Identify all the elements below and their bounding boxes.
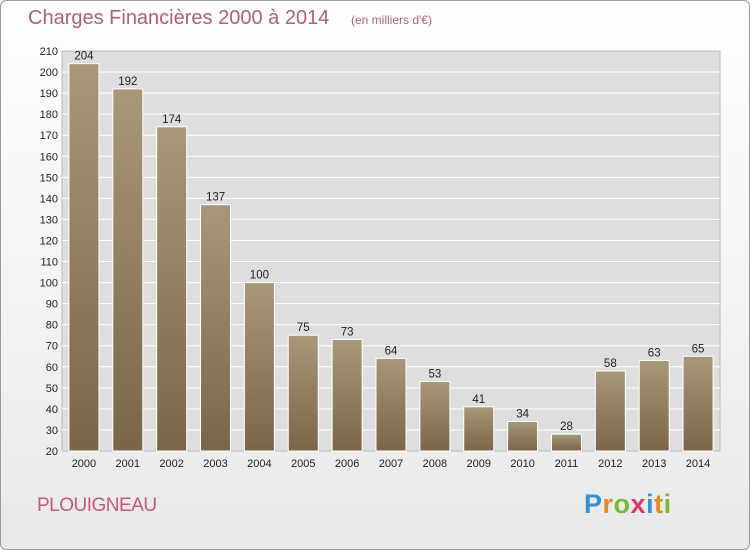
data-label-2014: 65 — [692, 343, 705, 355]
data-label-2002: 174 — [162, 114, 182, 126]
y-tick-label: 70 — [46, 341, 58, 353]
x-tick-label-2000: 2000 — [72, 458, 96, 470]
x-tick-label-2003: 2003 — [203, 458, 227, 470]
y-tick-label: 40 — [46, 404, 58, 416]
bar-2002 — [156, 126, 188, 452]
data-label-2007: 64 — [385, 345, 398, 357]
x-tick-label-2004: 2004 — [247, 458, 271, 470]
x-tick-label-2010: 2010 — [510, 458, 534, 470]
bar-2008 — [419, 381, 451, 452]
y-tick-label: 200 — [40, 67, 58, 79]
data-label-2012: 58 — [604, 358, 617, 370]
town-name: PLOUIGNEAU — [37, 495, 157, 516]
y-tick-label: 30 — [46, 425, 58, 437]
x-tick-label-2002: 2002 — [159, 458, 183, 470]
data-label-2003: 137 — [206, 192, 225, 204]
y-tick-label: 60 — [46, 362, 58, 374]
y-tick-label: 110 — [40, 257, 58, 269]
logo-letter: o — [613, 489, 631, 519]
data-label-2008: 53 — [428, 369, 441, 381]
bars — [68, 63, 714, 452]
x-tick-label-2012: 2012 — [598, 458, 622, 470]
y-tick-label: 210 — [40, 46, 58, 58]
chart-subtitle: (en milliers d'€) — [351, 13, 432, 27]
y-tick-label: 170 — [40, 130, 58, 142]
x-tick-label-2006: 2006 — [335, 458, 359, 470]
y-tick-label: 100 — [40, 278, 58, 290]
logo-letter: P — [584, 489, 603, 519]
bar-2001 — [112, 88, 144, 452]
data-label-2004: 100 — [250, 270, 269, 282]
y-tick-label: 160 — [40, 151, 58, 163]
bar-2009 — [463, 406, 495, 452]
x-tick-label-2007: 2007 — [379, 458, 403, 470]
bar-2006 — [331, 338, 363, 452]
data-label-2013: 63 — [648, 347, 661, 359]
bar-2011 — [550, 433, 582, 452]
data-label-2011: 28 — [560, 421, 573, 433]
y-tick-label: 140 — [40, 193, 58, 205]
data-labels: 204 192 174 137 100 75 73 64 53 41 34 28 58 63 65 — [74, 51, 704, 434]
bar-2000 — [68, 63, 100, 452]
logo-letter: r — [602, 489, 614, 519]
y-tick-label: 120 — [40, 235, 58, 247]
y-tick-label: 130 — [40, 214, 58, 226]
x-tick-label-2005: 2005 — [291, 458, 315, 470]
data-label-2000: 204 — [74, 51, 94, 63]
bar-2013 — [638, 359, 670, 452]
y-tick-label: 20 — [46, 446, 58, 458]
bar-2014 — [682, 355, 714, 452]
bar-2012 — [594, 370, 626, 452]
y-tick-label: 150 — [40, 172, 58, 184]
bar-2004 — [243, 282, 275, 452]
x-tick-label-2008: 2008 — [423, 458, 447, 470]
y-tick-label: 90 — [46, 299, 58, 311]
y-tick-label: 50 — [46, 383, 58, 395]
x-tick-label-2013: 2013 — [642, 458, 666, 470]
x-tick-label-2009: 2009 — [466, 458, 490, 470]
y-axis-ticks: 20 30 40 50 60 70 80 90 100 110 120 130 140 150 160 170… — [40, 46, 58, 458]
proxiti-logo[interactable]: Proxiti — [584, 489, 672, 520]
bar-2005 — [287, 334, 319, 452]
chart-title: Charges Financières 2000 à 2014 — [28, 7, 330, 29]
x-axis-ticks: 2000 2001 2002 2003 2004 2005 2006 2007 2008 2009… — [72, 458, 711, 470]
y-tick-label: 80 — [46, 320, 58, 332]
y-tick-label: 190 — [40, 88, 58, 100]
logo-letter: i — [663, 489, 672, 519]
logo-letter: i — [646, 489, 655, 519]
x-tick-label-2014: 2014 — [686, 458, 710, 470]
logo-letter: x — [630, 489, 647, 519]
bar-2010 — [507, 421, 539, 452]
data-label-2005: 75 — [297, 322, 310, 334]
logo-letter: t — [654, 489, 664, 519]
x-tick-label-2011: 2011 — [555, 458, 579, 470]
bar-2007 — [375, 357, 407, 452]
data-label-2010: 34 — [516, 409, 529, 421]
x-tick-label-2001: 2001 — [116, 458, 140, 470]
data-label-2006: 73 — [341, 326, 354, 338]
bar-2003 — [200, 204, 232, 452]
data-label-2009: 41 — [472, 394, 485, 406]
data-label-2001: 192 — [118, 76, 137, 88]
y-tick-label: 180 — [40, 109, 58, 121]
